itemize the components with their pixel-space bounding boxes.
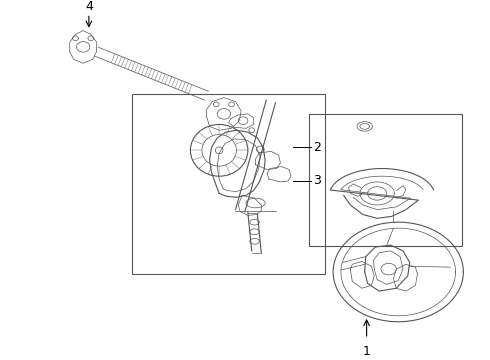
Text: 4: 4	[85, 0, 93, 13]
Bar	[132, 94, 325, 274]
Text: 3: 3	[313, 175, 321, 188]
Bar	[309, 114, 463, 246]
Text: 2: 2	[313, 141, 321, 154]
Text: 1: 1	[363, 345, 370, 358]
